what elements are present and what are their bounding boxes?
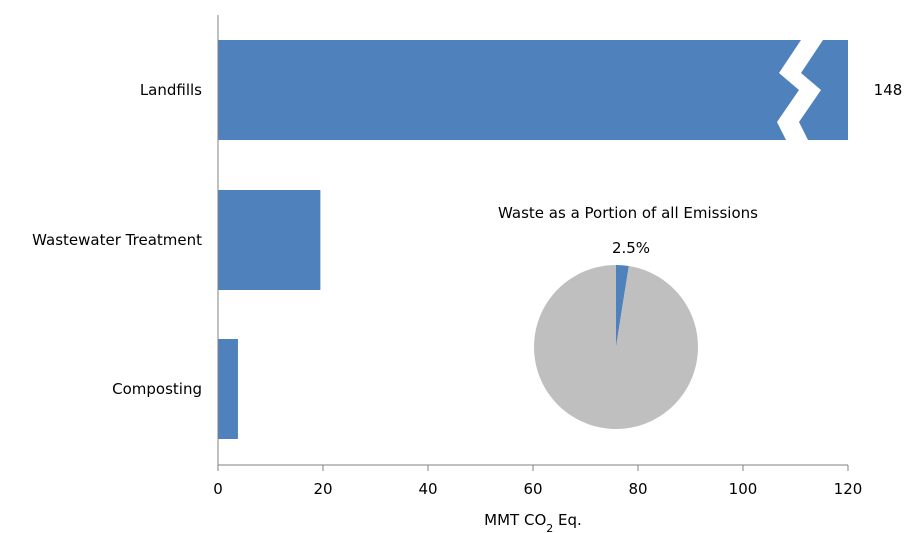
x-tick-label: 0 xyxy=(213,480,223,498)
x-tick-label: 60 xyxy=(523,480,542,498)
bar-series xyxy=(218,40,848,439)
inset-title: Waste as a Portion of all Emissions xyxy=(498,204,758,222)
pie-slice-other xyxy=(533,265,698,429)
bar-wastewater-treatment xyxy=(218,190,321,290)
x-axis-ticks: 0 20 40 60 80 100 120 xyxy=(213,465,862,498)
category-label: Wastewater Treatment xyxy=(32,231,202,249)
x-tick-label: 40 xyxy=(418,480,437,498)
category-labels: Landfills Wastewater Treatment Composting xyxy=(32,81,202,398)
bar-landfills xyxy=(218,40,848,140)
x-tick-label: 120 xyxy=(834,480,863,498)
bar-composting xyxy=(218,339,238,439)
x-tick-label: 20 xyxy=(313,480,332,498)
x-axis-title: MMT CO2 Eq. xyxy=(484,511,582,533)
category-label: Composting xyxy=(112,380,202,398)
data-labels: 148 xyxy=(874,81,903,99)
pie-data-label: 2.5% xyxy=(612,239,650,257)
pie-slice-waste xyxy=(616,265,629,347)
axis-breaks xyxy=(777,40,823,140)
bar-data-label: 148 xyxy=(874,81,903,99)
pie-chart xyxy=(533,265,698,429)
x-tick-label: 80 xyxy=(628,480,647,498)
axis-break-mark xyxy=(777,40,823,140)
category-label: Landfills xyxy=(140,81,202,99)
x-tick-label: 100 xyxy=(729,480,758,498)
